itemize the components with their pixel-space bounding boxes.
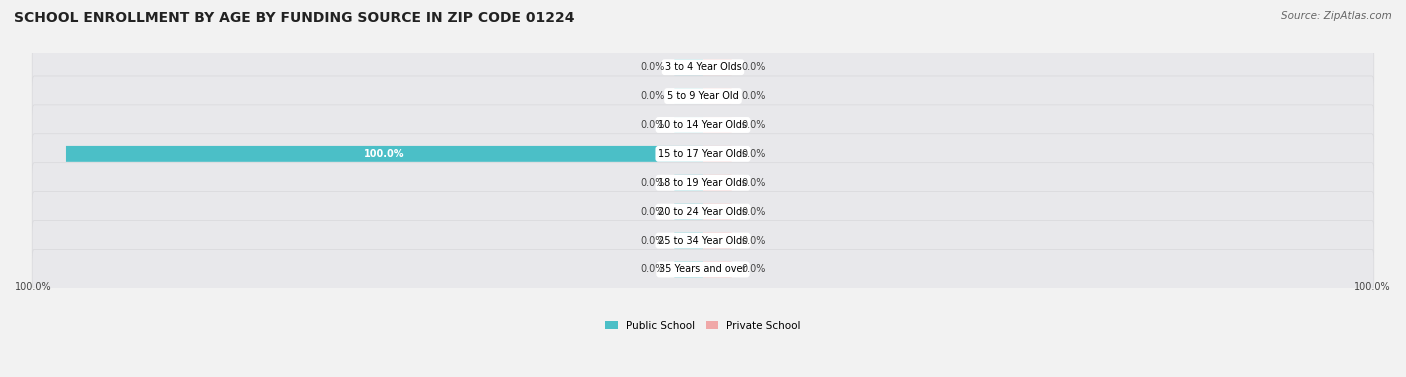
Text: 0.0%: 0.0%	[741, 120, 766, 130]
FancyBboxPatch shape	[703, 262, 731, 277]
Text: 20 to 24 Year Olds: 20 to 24 Year Olds	[658, 207, 748, 217]
Text: 0.0%: 0.0%	[741, 236, 766, 245]
Legend: Public School, Private School: Public School, Private School	[600, 317, 806, 335]
FancyBboxPatch shape	[32, 192, 1374, 232]
Text: 0.0%: 0.0%	[640, 120, 665, 130]
FancyBboxPatch shape	[32, 221, 1374, 261]
Text: 25 to 34 Year Olds: 25 to 34 Year Olds	[658, 236, 748, 245]
FancyBboxPatch shape	[675, 88, 703, 104]
Text: 0.0%: 0.0%	[741, 265, 766, 274]
FancyBboxPatch shape	[703, 59, 731, 75]
FancyBboxPatch shape	[703, 233, 731, 248]
FancyBboxPatch shape	[32, 47, 1374, 87]
FancyBboxPatch shape	[675, 59, 703, 75]
Text: 0.0%: 0.0%	[640, 236, 665, 245]
Text: 0.0%: 0.0%	[640, 62, 665, 72]
Text: 0.0%: 0.0%	[741, 207, 766, 217]
Text: 15 to 17 Year Olds: 15 to 17 Year Olds	[658, 149, 748, 159]
Text: 5 to 9 Year Old: 5 to 9 Year Old	[666, 91, 740, 101]
FancyBboxPatch shape	[32, 250, 1374, 290]
Text: 0.0%: 0.0%	[741, 91, 766, 101]
FancyBboxPatch shape	[32, 163, 1374, 203]
FancyBboxPatch shape	[675, 204, 703, 220]
Text: 100.0%: 100.0%	[364, 149, 405, 159]
Text: 100.0%: 100.0%	[15, 282, 52, 293]
Text: 0.0%: 0.0%	[741, 149, 766, 159]
FancyBboxPatch shape	[703, 204, 731, 220]
FancyBboxPatch shape	[32, 76, 1374, 116]
FancyBboxPatch shape	[703, 117, 731, 133]
Text: Source: ZipAtlas.com: Source: ZipAtlas.com	[1281, 11, 1392, 21]
FancyBboxPatch shape	[32, 105, 1374, 145]
Text: 0.0%: 0.0%	[640, 265, 665, 274]
FancyBboxPatch shape	[675, 262, 703, 277]
Text: 0.0%: 0.0%	[741, 178, 766, 188]
FancyBboxPatch shape	[32, 134, 1374, 174]
FancyBboxPatch shape	[675, 117, 703, 133]
Text: 3 to 4 Year Olds: 3 to 4 Year Olds	[665, 62, 741, 72]
Text: 35 Years and over: 35 Years and over	[659, 265, 747, 274]
FancyBboxPatch shape	[675, 233, 703, 248]
FancyBboxPatch shape	[675, 175, 703, 191]
Text: 0.0%: 0.0%	[741, 62, 766, 72]
FancyBboxPatch shape	[703, 146, 731, 162]
Text: SCHOOL ENROLLMENT BY AGE BY FUNDING SOURCE IN ZIP CODE 01224: SCHOOL ENROLLMENT BY AGE BY FUNDING SOUR…	[14, 11, 575, 25]
Text: 10 to 14 Year Olds: 10 to 14 Year Olds	[658, 120, 748, 130]
Text: 100.0%: 100.0%	[1354, 282, 1391, 293]
Text: 18 to 19 Year Olds: 18 to 19 Year Olds	[658, 178, 748, 188]
FancyBboxPatch shape	[66, 146, 703, 162]
Text: 0.0%: 0.0%	[640, 91, 665, 101]
Text: 0.0%: 0.0%	[640, 207, 665, 217]
FancyBboxPatch shape	[703, 175, 731, 191]
Text: 0.0%: 0.0%	[640, 178, 665, 188]
FancyBboxPatch shape	[703, 88, 731, 104]
